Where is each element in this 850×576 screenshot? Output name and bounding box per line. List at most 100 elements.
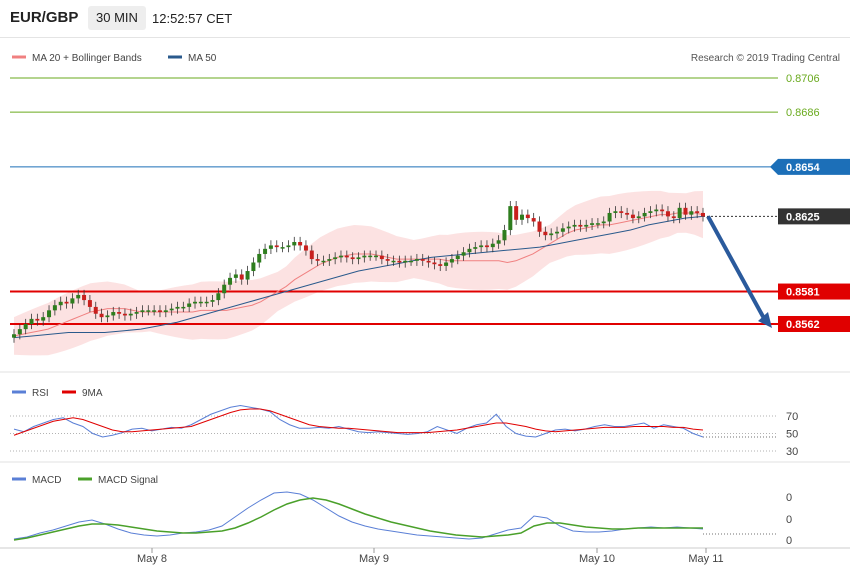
candle-body — [543, 231, 548, 236]
candle-body — [134, 312, 139, 314]
candle-body — [572, 224, 577, 227]
rsi-level-label: 50 — [786, 429, 798, 441]
candle-body — [239, 274, 244, 280]
support-level-label: 0.8581 — [786, 287, 820, 299]
candle-body — [595, 223, 600, 225]
candle-body — [198, 301, 203, 304]
last-price-tag — [778, 208, 850, 225]
target-level-label: 0.8686 — [786, 107, 820, 119]
macd-panel: MACD MACD Signal 0 0 0 — [12, 475, 792, 547]
candle-body — [152, 310, 157, 312]
ma50-legend-label: MA 50 — [188, 53, 217, 64]
candle-body — [181, 306, 186, 309]
candle-body — [93, 306, 98, 314]
candle-body — [607, 212, 612, 222]
candle-body — [268, 245, 273, 249]
macd-level-label: 0 — [786, 535, 792, 547]
candle-body — [642, 212, 647, 217]
candle-body — [619, 211, 624, 213]
candle-body — [625, 212, 630, 215]
candle-body — [58, 301, 63, 306]
candle-body — [52, 305, 57, 311]
candle-body — [555, 231, 560, 234]
candle-body — [560, 228, 565, 232]
macd-level-label: 0 — [786, 514, 792, 526]
candle-body — [391, 260, 396, 263]
candle-body — [263, 248, 268, 254]
candle-body — [175, 306, 180, 309]
forecast-arrow-head — [758, 312, 772, 328]
candle-body — [514, 206, 519, 220]
candle-body — [222, 284, 227, 294]
candle-body — [163, 310, 168, 313]
symbol-label: EUR/GBP — [10, 9, 79, 26]
x-axis-tick-label: May 11 — [688, 553, 723, 565]
bollinger-band — [14, 190, 703, 356]
candle-body — [368, 255, 373, 258]
clock-time: 12:52:57 CET — [152, 11, 233, 26]
candle-body — [274, 245, 279, 248]
rsi-level-label: 70 — [786, 411, 798, 423]
rsi-ma-line — [13, 408, 704, 436]
candle-body — [315, 259, 320, 261]
candle-body — [303, 245, 308, 251]
candle-body — [344, 255, 349, 258]
pivot-level-tag — [770, 158, 850, 175]
forecast-arrow-shaft — [706, 215, 768, 323]
candle-body — [636, 216, 641, 219]
candle-body — [228, 277, 233, 285]
candle-body — [23, 324, 28, 330]
ma50-line — [13, 215, 704, 339]
main-legend: MA 20 + Bollinger Bands MA 50 — [12, 53, 217, 64]
candle-body — [338, 255, 343, 258]
x-axis-tick-label: May 10 — [579, 553, 615, 565]
candle-body — [47, 310, 52, 318]
candle-body — [374, 255, 379, 258]
x-axis: May 8 May 9 May 10 May 11 — [0, 547, 850, 565]
candle-body — [87, 300, 92, 307]
candle-body — [356, 257, 361, 260]
target-level-label: 0.8706 — [786, 73, 820, 85]
candle-body — [426, 260, 431, 263]
candle-body — [128, 313, 133, 316]
candle-body — [537, 221, 542, 232]
candle-body — [309, 250, 314, 260]
candle-body — [204, 301, 209, 304]
timeframe-selector[interactable]: 30 MIN — [88, 6, 146, 30]
rsi-line — [13, 404, 704, 438]
candle-body — [461, 252, 466, 256]
candle-body — [432, 262, 437, 265]
macd-legend-label: MACD — [32, 475, 61, 486]
candle-body — [519, 214, 524, 220]
candle-body — [99, 313, 104, 318]
candle-body — [397, 260, 402, 263]
candle-body — [677, 207, 682, 219]
x-axis-tick-label: May 9 — [359, 553, 389, 565]
candle-body — [695, 211, 700, 213]
candle-body — [321, 260, 326, 263]
candle-body — [584, 224, 589, 227]
candle-body — [385, 259, 390, 261]
candle-body — [70, 298, 75, 304]
candle-body — [414, 259, 419, 261]
candle-body — [566, 226, 571, 229]
rsi-ma-legend-label: 9MA — [82, 388, 103, 399]
candle-body — [525, 214, 530, 219]
candle-body — [146, 310, 151, 312]
candle-body — [140, 310, 145, 313]
candle-body — [613, 211, 618, 213]
candle-body — [64, 301, 69, 304]
candle-body — [117, 312, 122, 314]
rsi-legend-label: RSI — [32, 388, 49, 399]
candle-body — [29, 318, 34, 324]
candle-body — [654, 209, 659, 212]
candle-body — [490, 243, 495, 248]
chart-header: EUR/GBP 30 MIN 12:52:57 CET — [0, 0, 850, 38]
candle-body — [420, 259, 425, 261]
candle-body — [280, 247, 285, 249]
candle-body — [350, 257, 355, 260]
candle-body — [298, 242, 303, 246]
candle-body — [286, 245, 291, 248]
support-level-tag — [778, 283, 850, 300]
candle-body — [531, 218, 536, 222]
